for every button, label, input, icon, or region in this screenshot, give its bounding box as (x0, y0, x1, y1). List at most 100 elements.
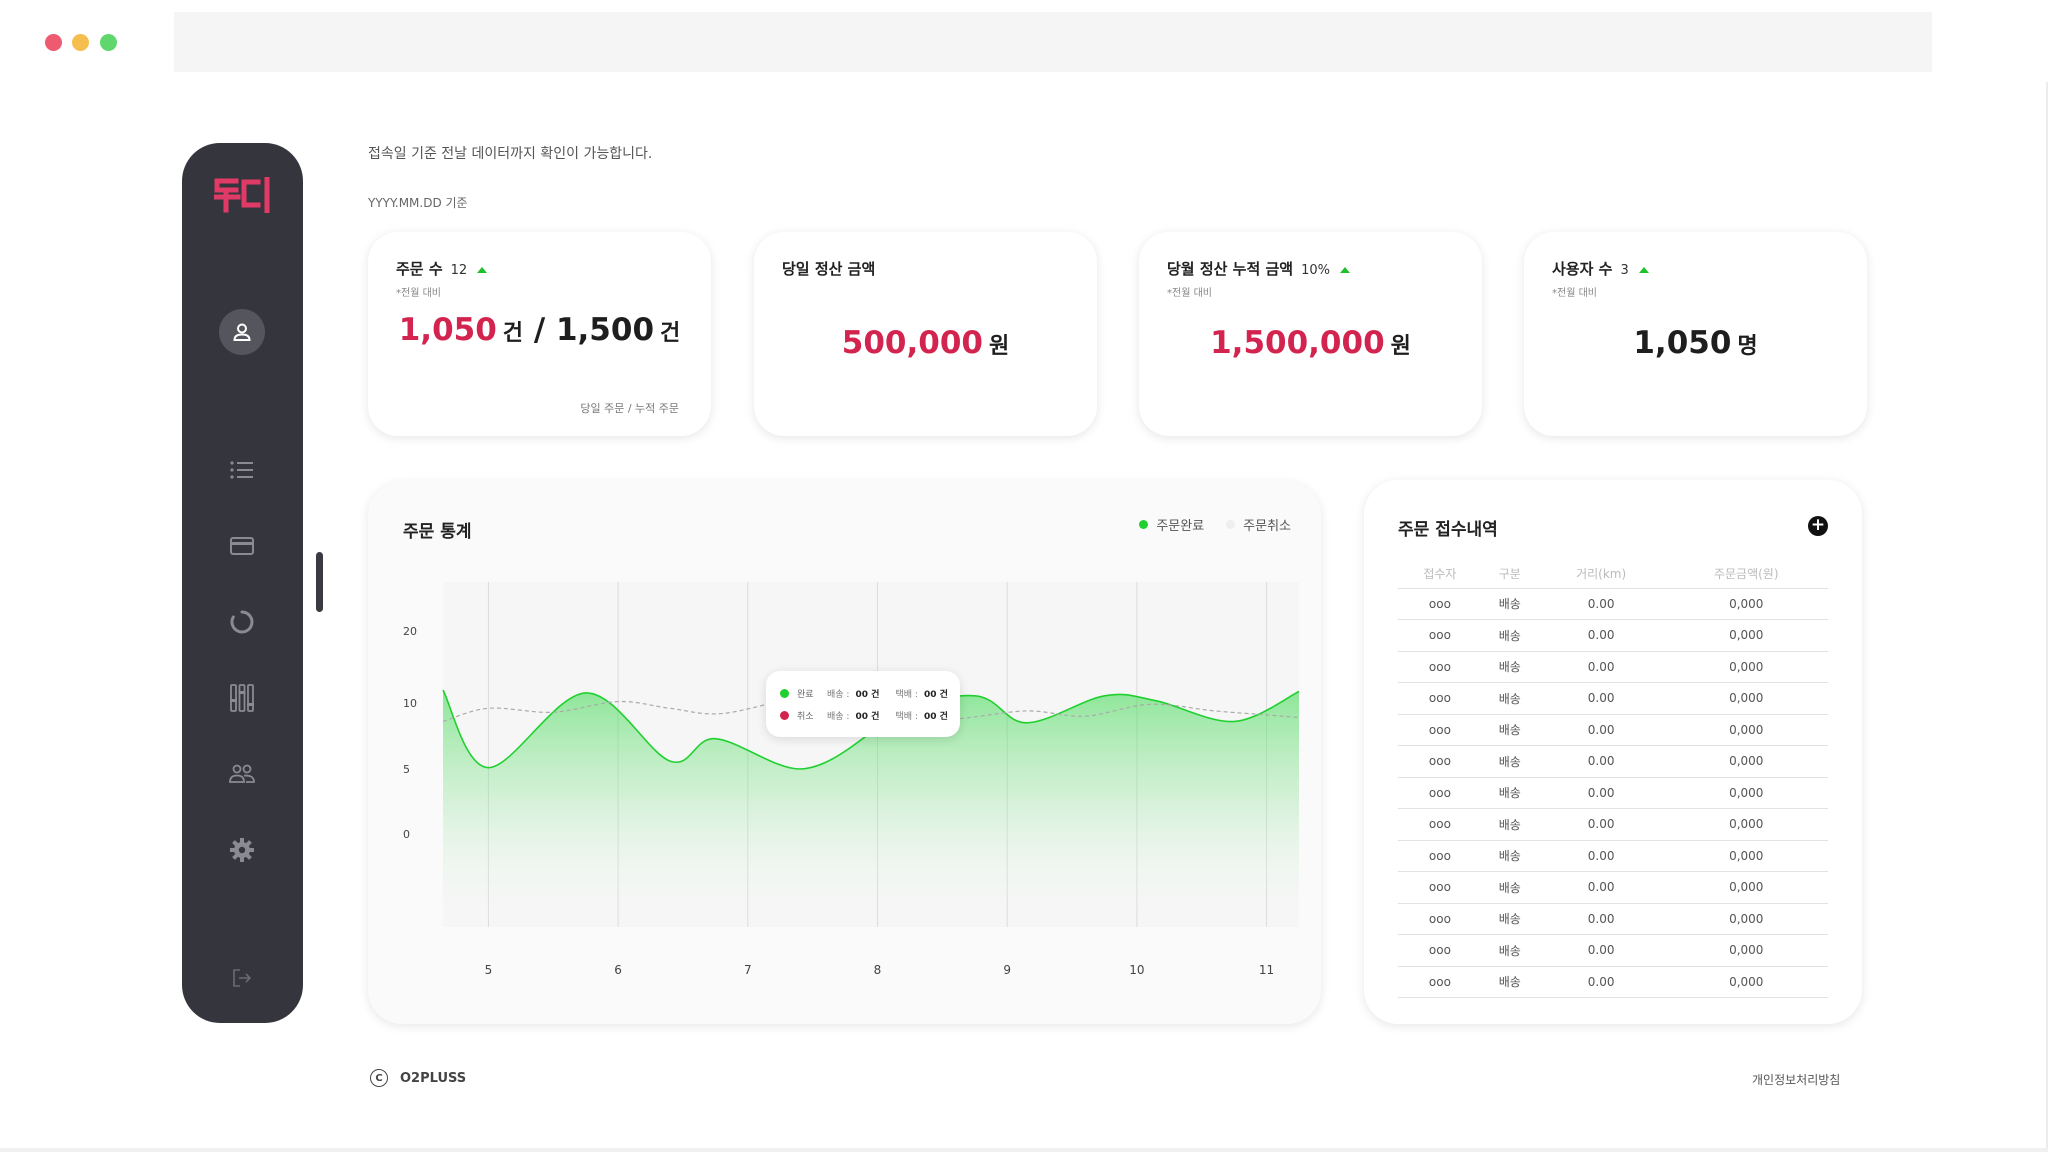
column-header: 구분 (1481, 560, 1538, 589)
tooltip-cancel-parcel: 00 건 (923, 712, 948, 722)
monthly-settlement-value: 1,500,000 원 (1139, 325, 1482, 361)
table-cell: 0.00 (1537, 808, 1665, 841)
table-cell: 배송 (1481, 903, 1538, 935)
table-cell: 0,000 (1664, 745, 1828, 778)
table-row[interactable]: ooo 배송 0.00 0,000 (1398, 808, 1828, 841)
table-cell: 0,000 (1664, 714, 1828, 746)
y-tick-label: 10 (403, 697, 417, 710)
table-cell: 0,000 (1664, 966, 1828, 998)
orders-separator: / (533, 312, 546, 348)
table-cell: 0,000 (1664, 651, 1828, 683)
table-cell: 배송 (1481, 588, 1538, 620)
daily-settlement-unit: 원 (988, 334, 1010, 359)
nav-settings[interactable] (228, 836, 256, 864)
gear-icon (230, 838, 254, 862)
order-stats-chart[interactable]: 5 6 7 8 9 10 11 0 5 10 20 (368, 482, 1321, 1024)
window-bottom-edge (0, 1148, 2048, 1152)
table-cell: 0.00 (1537, 588, 1665, 620)
table-cell: 배송 (1481, 934, 1538, 967)
legend-cancel-dot (1226, 520, 1236, 529)
table-row[interactable]: ooo 배송 0.00 0,000 (1398, 934, 1828, 967)
series-complete-area (443, 690, 1299, 927)
nav-payment[interactable] (228, 532, 256, 560)
table-row[interactable]: ooo 배송 0.00 0,000 (1398, 871, 1828, 904)
nav-sliders[interactable] (228, 684, 256, 712)
table-row[interactable]: ooo 배송 0.00 0,000 (1398, 682, 1828, 715)
table-cell: ooo (1398, 714, 1482, 746)
table-cell: 0,000 (1664, 871, 1828, 904)
table-cell: 배송 (1481, 714, 1538, 746)
y-tick-label: 5 (403, 763, 410, 776)
table-row[interactable]: ooo 배송 0.00 0,000 (1398, 588, 1828, 620)
table-row[interactable]: ooo 배송 0.00 0,000 (1398, 840, 1828, 872)
tooltip-parcel-key: 택배 : (895, 712, 918, 722)
legend-complete[interactable]: 주문완료 (1139, 515, 1204, 534)
table-cell: 0.00 (1537, 714, 1665, 746)
user-icon (233, 323, 251, 341)
column-header: 접수자 (1398, 560, 1482, 589)
monthly-settlement-title: 당월 정산 누적 금액 (1167, 260, 1294, 278)
nav-list[interactable] (228, 456, 256, 484)
tooltip-cancel-dot (780, 711, 789, 720)
table-cell: 0,000 (1664, 682, 1828, 715)
table-row[interactable]: ooo 배송 0.00 0,000 (1398, 619, 1828, 652)
add-order-button[interactable]: + (1808, 516, 1828, 536)
address-bar[interactable] (174, 12, 1932, 72)
nav-statistics[interactable] (228, 608, 256, 636)
users-delta: 3 (1620, 263, 1629, 278)
table-cell: 0.00 (1537, 871, 1665, 904)
users-compare-note: *전월 대비 (1552, 288, 1597, 299)
table-header-row: 접수자 구분 거리(km) 주문금액(원) (1398, 560, 1828, 589)
daily-settlement-card: 당일 정산 금액 500,000 원 (754, 232, 1097, 436)
sliders-icon (230, 684, 254, 712)
table-cell: 배송 (1481, 808, 1538, 841)
orders-delta: 12 (450, 263, 468, 278)
maximize-window-button[interactable] (100, 34, 117, 51)
scrollbar-handle[interactable] (316, 552, 323, 612)
table-row[interactable]: ooo 배송 0.00 0,000 (1398, 651, 1828, 683)
table-row[interactable]: ooo 배송 0.00 0,000 (1398, 714, 1828, 746)
minimize-window-button[interactable] (72, 34, 89, 51)
table-row[interactable]: ooo 배송 0.00 0,000 (1398, 745, 1828, 778)
close-window-button[interactable] (45, 34, 62, 51)
table-cell: 배송 (1481, 840, 1538, 872)
tooltip-cancel-row: 취소 배송 : 00 건 택배 : 00 건 (780, 709, 964, 722)
table-row[interactable]: ooo 배송 0.00 0,000 (1398, 777, 1828, 809)
legend-complete-dot (1139, 520, 1149, 529)
users-card-title: 사용자 수 (1552, 260, 1613, 278)
legend-cancel[interactable]: 주문취소 (1226, 515, 1291, 534)
footer-copyright: C O2PLUSS (370, 1069, 466, 1087)
chart-title: 주문 통계 (403, 522, 472, 542)
table-cell: 0.00 (1537, 651, 1665, 683)
tooltip-delivery-key: 배송 : (827, 690, 850, 700)
table-cell: 배송 (1481, 871, 1538, 904)
privacy-policy-link[interactable]: 개인정보처리방침 (1752, 1073, 1841, 1087)
daily-settlement-value: 500,000 원 (754, 325, 1097, 361)
tooltip-complete-label: 완료 (797, 690, 814, 700)
table-cell: 0.00 (1537, 840, 1665, 872)
table-row[interactable]: ooo 배송 0.00 0,000 (1398, 966, 1828, 998)
daily-settlement-title: 당일 정산 금액 (782, 260, 876, 278)
monthly-settlement-unit: 원 (1390, 334, 1411, 359)
x-tick-label: 8 (874, 963, 882, 977)
legend-complete-label: 주문완료 (1156, 519, 1205, 534)
tooltip-complete-row: 완료 배송 : 00 건 택배 : 00 건 (780, 687, 964, 700)
brand-logo[interactable] (214, 177, 272, 213)
table-cell: 0.00 (1537, 745, 1665, 778)
trend-up-icon (1339, 266, 1350, 273)
orders-value: 1,050 건 / 1,500 건 (368, 312, 711, 348)
trend-up-icon (1638, 266, 1649, 273)
table-cell: 0.00 (1537, 777, 1665, 809)
table-row[interactable]: ooo 배송 0.00 0,000 (1398, 903, 1828, 935)
window-chrome (0, 0, 2048, 82)
column-header: 주문금액(원) (1664, 560, 1828, 589)
table-cell: ooo (1398, 934, 1482, 967)
table-cell: ooo (1398, 808, 1482, 841)
table-cell: ooo (1398, 871, 1482, 904)
nav-profile[interactable] (219, 309, 265, 355)
daily-settlement-amount: 500,000 (841, 325, 983, 361)
copyright-icon: C (370, 1069, 388, 1087)
nav-users[interactable] (228, 760, 256, 788)
table-cell: ooo (1398, 777, 1482, 809)
nav-logout[interactable] (228, 964, 256, 992)
